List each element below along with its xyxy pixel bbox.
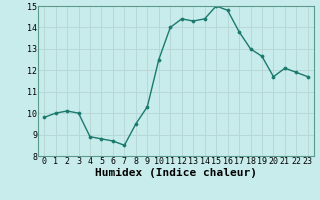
X-axis label: Humidex (Indice chaleur): Humidex (Indice chaleur) bbox=[95, 168, 257, 178]
